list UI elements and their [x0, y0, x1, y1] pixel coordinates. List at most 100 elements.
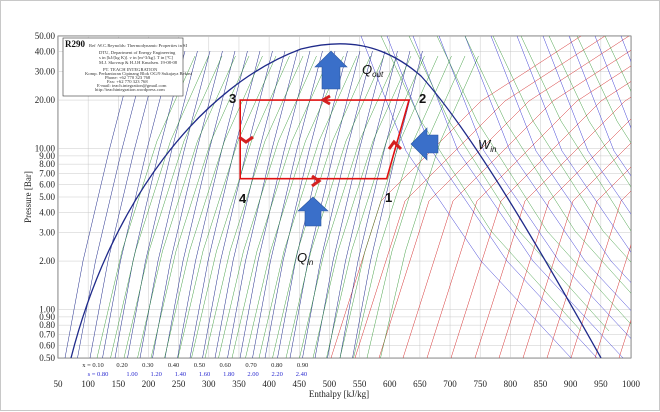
isentrope-line	[464, 36, 631, 311]
isochore-line	[594, 244, 631, 358]
quality-line	[123, 55, 223, 358]
isochore-green-line	[576, 36, 631, 144]
isotherm-line	[252, 50, 323, 358]
quality-label: 0.60	[220, 362, 231, 369]
quality-line	[272, 55, 371, 358]
quality-line	[204, 55, 304, 358]
x-tick-label: 150	[112, 379, 126, 389]
work-in-symbol: W	[478, 137, 492, 152]
saturation-curve	[70, 43, 602, 358]
heat-out-arrow	[314, 50, 348, 90]
y-tick-label: 20.00	[35, 95, 56, 105]
isochore-green-line	[408, 36, 610, 332]
heat-in-label: Qin	[297, 250, 314, 267]
y-tick-label: 2.00	[39, 256, 55, 266]
isochore-line	[402, 50, 631, 358]
y-tick-label: 4.00	[39, 208, 55, 218]
y-tick-labels: 50.00 40.00 30.00 20.00 10.009.008.007.006.0…	[35, 31, 56, 363]
condensing-direction-arrow	[319, 94, 331, 106]
isotherm-line	[227, 50, 298, 358]
y-tick-label: 7.00	[39, 168, 55, 178]
point-label-2: 2	[419, 91, 426, 106]
x-tick-label: 300	[202, 379, 216, 389]
cycle-outline	[239, 99, 411, 180]
x-tick-label: 550	[353, 379, 367, 389]
quality-label: 0.50	[194, 362, 205, 369]
x-tick-label: 850	[534, 379, 548, 389]
isochore-green-line	[604, 36, 631, 92]
isotherm-line	[114, 50, 186, 358]
info-line-4: PT. TEACH INTEGRATION	[103, 67, 158, 72]
quality-line	[231, 55, 331, 358]
entropy-label: 2.20	[272, 371, 283, 378]
x-tick-label: 750	[473, 379, 487, 389]
entropy-label: 1.80	[223, 371, 234, 378]
isochore-green-line	[548, 36, 631, 188]
isotherm-line	[64, 50, 136, 358]
isochore-green-line	[633, 36, 660, 331]
isochore-line	[450, 81, 631, 358]
info-line-0: DTU, Department of Energy Engineering	[99, 50, 176, 56]
x-tick-label: 250	[172, 379, 186, 389]
info-line-5: Komp. Perkantoran Cipinang Blok OG/9 Suk…	[85, 71, 193, 76]
y-axis-title: Pressure [Bar]	[23, 171, 33, 223]
property-curves	[64, 36, 660, 358]
expansion-direction-arrow	[238, 135, 254, 144]
isochore-line	[643, 36, 660, 358]
y-tick-label: 0.50	[39, 353, 55, 363]
quality-line	[326, 55, 425, 358]
isochore-line	[426, 65, 631, 358]
isentrope-line	[438, 36, 631, 339]
entropy-label: 1.00	[126, 371, 137, 378]
x-tick-label: 400	[262, 379, 276, 389]
isentrope-line	[516, 36, 631, 253]
x-tick-label: 1000	[622, 379, 641, 389]
heat-in-subscript: in	[307, 258, 314, 267]
quality-label: 0.80	[271, 362, 282, 369]
info-line-1: s in [kJ/(kg K)]. v in [m^3/kg]. T in [º…	[99, 55, 173, 60]
x-tick-label: 600	[383, 379, 397, 389]
isotherm-line	[152, 50, 223, 358]
isotherm-line	[202, 50, 273, 358]
y-tick-label: 10.00	[35, 144, 56, 154]
quality-line	[366, 55, 466, 358]
isentrope-line	[568, 36, 631, 177]
isotherm-line	[302, 50, 373, 358]
quality-line	[339, 55, 439, 358]
x-tick-label: 50	[54, 379, 64, 389]
y-tick-label: 0.70	[39, 329, 55, 339]
info-line-9: http://teachintegration.wordpress.com	[95, 87, 165, 92]
info-line-6: Phone: +62 770 323 768	[105, 75, 151, 80]
x-tick-label: 450	[293, 379, 307, 389]
isotherm-line	[164, 50, 236, 358]
isochore-line	[474, 96, 631, 358]
heat-out-subscript: out	[372, 70, 384, 79]
x-tick-label: 500	[323, 379, 337, 389]
y-tick-label: 0.90	[39, 312, 55, 322]
entropy-label: s = 0.80	[88, 371, 109, 378]
quality-label: x = 0.10	[82, 362, 104, 369]
isotherm-line	[102, 50, 173, 358]
isochore-line	[354, 36, 606, 358]
isotherm-line	[239, 50, 311, 358]
quality-label-rows: x = 0.10 0.20 0.30 0.40 0.50 0.60 0.70 0.80 0.90…	[82, 362, 308, 378]
y-tick-label: 5.00	[39, 192, 55, 202]
heat-out-symbol: Q	[362, 62, 372, 77]
y-tick-label: 30.00	[35, 67, 56, 77]
entropy-label: 1.20	[151, 371, 162, 378]
y-tick-label: 6.00	[39, 179, 55, 189]
isentrope-line	[386, 36, 598, 358]
quality-line	[137, 55, 236, 358]
evaporating-direction-arrow	[311, 174, 322, 188]
compression-direction-arrow	[387, 139, 403, 151]
quality-line	[218, 55, 317, 358]
quality-line	[285, 55, 385, 358]
quality-line	[299, 55, 398, 358]
entropy-label: 1.60	[199, 371, 210, 378]
x-tick-label: 700	[443, 379, 457, 389]
isotherm-line	[214, 50, 286, 358]
isentrope-line	[360, 36, 572, 358]
quality-label: 0.30	[142, 362, 153, 369]
isentrope-line	[647, 36, 660, 358]
y-tick-label: 0.60	[39, 340, 55, 350]
